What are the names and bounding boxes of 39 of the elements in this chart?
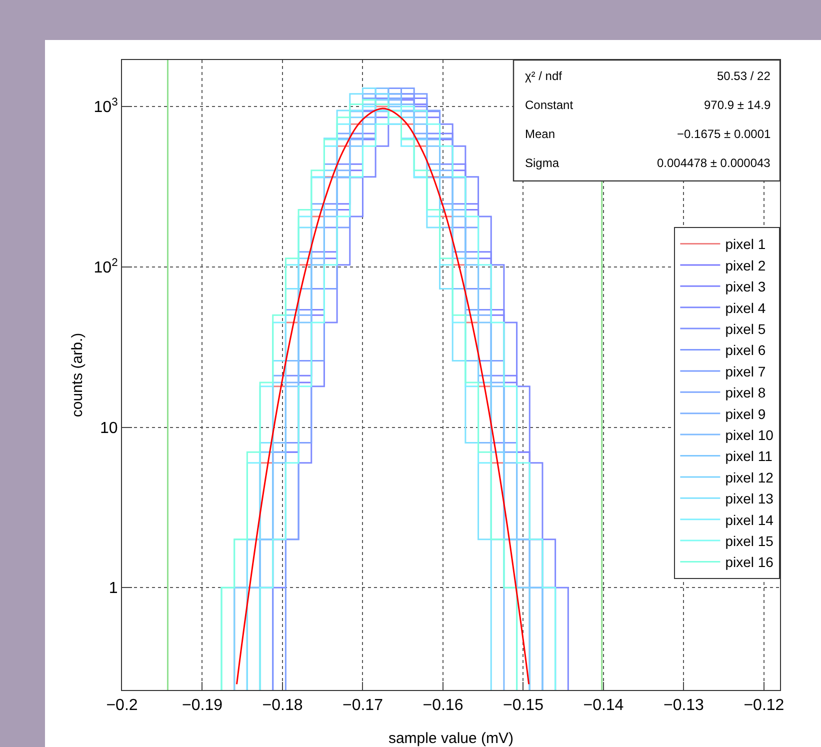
legend-label: pixel 6 [725, 342, 766, 358]
x-tick-label: −0.17 [342, 697, 384, 714]
legend-label: pixel 5 [725, 321, 766, 338]
legend-label: pixel 2 [725, 257, 766, 274]
annotation: χ² / ndf [525, 69, 563, 83]
legend-label: pixel 14 [725, 512, 774, 528]
legend-label: pixel 15 [725, 533, 774, 550]
legend-label: pixel 10 [725, 427, 774, 444]
x-tick-label: −0.13 [663, 697, 704, 714]
y-tick-label: 10 [100, 420, 118, 437]
x-tick-label: −0.15 [502, 697, 544, 714]
annotation: Constant [525, 98, 574, 112]
legend-label: pixel 7 [725, 363, 766, 380]
annotation: 970.9 ± 14.9 [704, 98, 771, 112]
legend-label: pixel 8 [725, 384, 766, 401]
y-tick-label: 10$^{2}$ [94, 256, 118, 276]
legend-label: pixel 9 [725, 406, 766, 422]
y-axis-title: counts (arb.) [69, 332, 86, 418]
annotation: 0.004478 ± 0.000043 [657, 156, 771, 170]
x-tick-label: −0.16 [422, 697, 464, 714]
y-tick-label: 1 [108, 580, 118, 598]
legend-label: pixel 13 [725, 490, 774, 507]
legend-label: pixel 11 [725, 448, 773, 464]
legend-label: pixel 1 [725, 236, 766, 252]
annotation: −0.1675 ± 0.0001 [677, 127, 771, 141]
x-tick-label: −0.12 [744, 697, 784, 714]
x-tick-label: −0.18 [262, 697, 303, 714]
x-tick-label: −0.19 [182, 697, 223, 714]
annotation: Sigma [525, 156, 560, 170]
annotation: 50.53 / 22 [717, 69, 771, 83]
legend-label: pixel 12 [725, 469, 774, 486]
y-tick-label: 10$^{3}$ [94, 96, 118, 116]
legend-label: pixel 4 [725, 300, 766, 316]
legend-label: pixel 16 [725, 554, 774, 570]
x-tick-label: −0.2 [106, 697, 138, 714]
legend-label: pixel 3 [725, 278, 766, 295]
annotation: Mean [525, 127, 556, 141]
x-tick-label: −0.14 [583, 697, 624, 714]
x-axis-title: sample value (mV) [388, 730, 514, 747]
